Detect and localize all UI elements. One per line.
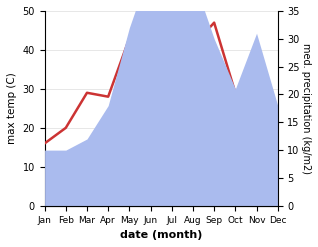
X-axis label: date (month): date (month) <box>120 230 202 240</box>
Y-axis label: max temp (C): max temp (C) <box>7 72 17 144</box>
Y-axis label: med. precipitation (kg/m2): med. precipitation (kg/m2) <box>301 43 311 174</box>
